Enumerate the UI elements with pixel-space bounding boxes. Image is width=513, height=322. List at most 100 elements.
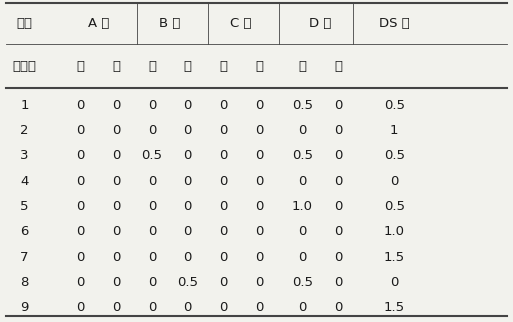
Text: 0: 0 (219, 276, 228, 289)
Text: B 类: B 类 (159, 17, 181, 30)
Text: 粗: 粗 (76, 60, 85, 73)
Text: 0: 0 (76, 124, 85, 137)
Text: 0.5: 0.5 (384, 149, 405, 162)
Text: 0: 0 (184, 301, 192, 314)
Text: 细: 细 (334, 60, 342, 73)
Text: 0: 0 (255, 251, 263, 264)
Text: 0: 0 (184, 251, 192, 264)
Text: 0: 0 (76, 99, 85, 112)
Text: 粗: 粗 (299, 60, 306, 73)
Text: C 类: C 类 (230, 17, 252, 30)
Text: 1: 1 (20, 99, 29, 112)
Text: 0: 0 (334, 301, 342, 314)
Text: 7: 7 (20, 251, 29, 264)
Text: 0: 0 (334, 175, 342, 188)
Text: 0: 0 (255, 276, 263, 289)
Text: 0: 0 (148, 225, 156, 238)
Text: 0: 0 (112, 124, 121, 137)
Text: 0.5: 0.5 (384, 200, 405, 213)
Text: 0: 0 (76, 225, 85, 238)
Text: 0: 0 (219, 225, 228, 238)
Text: 3: 3 (20, 149, 29, 162)
Text: 0.5: 0.5 (292, 149, 313, 162)
Text: 0: 0 (219, 251, 228, 264)
Text: 0: 0 (334, 99, 342, 112)
Text: 0: 0 (148, 175, 156, 188)
Text: 0: 0 (298, 175, 307, 188)
Text: 0.5: 0.5 (177, 276, 198, 289)
Text: 0: 0 (255, 175, 263, 188)
Text: 1.0: 1.0 (292, 200, 313, 213)
Text: 0: 0 (298, 124, 307, 137)
Text: 0: 0 (255, 99, 263, 112)
Text: 0: 0 (112, 99, 121, 112)
Text: 0: 0 (219, 301, 228, 314)
Text: 0: 0 (334, 124, 342, 137)
Text: D 类: D 类 (309, 17, 331, 30)
Text: 0: 0 (334, 149, 342, 162)
Text: 0: 0 (334, 276, 342, 289)
Text: 0: 0 (255, 149, 263, 162)
Text: 0: 0 (76, 301, 85, 314)
Text: 0.5: 0.5 (142, 149, 163, 162)
Text: 0: 0 (219, 149, 228, 162)
Text: 0: 0 (184, 124, 192, 137)
Text: 0: 0 (148, 99, 156, 112)
Text: 0: 0 (112, 276, 121, 289)
Text: 2: 2 (20, 124, 29, 137)
Text: 5: 5 (20, 200, 29, 213)
Text: 0: 0 (148, 301, 156, 314)
Text: 0: 0 (148, 251, 156, 264)
Text: 0.5: 0.5 (384, 99, 405, 112)
Text: 0: 0 (219, 175, 228, 188)
Text: 0.5: 0.5 (292, 99, 313, 112)
Text: 6: 6 (20, 225, 29, 238)
Text: 0: 0 (219, 99, 228, 112)
Text: 0: 0 (184, 99, 192, 112)
Text: 0: 0 (112, 225, 121, 238)
Text: 0: 0 (298, 225, 307, 238)
Text: 1.5: 1.5 (384, 301, 405, 314)
Text: 细: 细 (184, 60, 192, 73)
Text: 0: 0 (298, 251, 307, 264)
Text: 0: 0 (148, 276, 156, 289)
Text: 0: 0 (334, 200, 342, 213)
Text: 1.0: 1.0 (384, 225, 405, 238)
Text: 0: 0 (255, 200, 263, 213)
Text: 1.5: 1.5 (384, 251, 405, 264)
Text: 0: 0 (255, 301, 263, 314)
Text: 细: 细 (112, 60, 120, 73)
Text: 0: 0 (76, 276, 85, 289)
Text: 等级: 等级 (16, 17, 32, 30)
Text: 0.5: 0.5 (292, 276, 313, 289)
Text: 0: 0 (184, 149, 192, 162)
Text: 0: 0 (334, 251, 342, 264)
Text: 0: 0 (298, 301, 307, 314)
Text: 9: 9 (20, 301, 29, 314)
Text: DS 类: DS 类 (379, 17, 410, 30)
Text: 4: 4 (20, 175, 29, 188)
Text: 0: 0 (184, 200, 192, 213)
Text: 0: 0 (219, 124, 228, 137)
Text: 0: 0 (112, 301, 121, 314)
Text: A 类: A 类 (88, 17, 109, 30)
Text: 0: 0 (184, 225, 192, 238)
Text: 0: 0 (76, 251, 85, 264)
Text: 1: 1 (390, 124, 399, 137)
Text: 0: 0 (334, 225, 342, 238)
Text: 0: 0 (112, 200, 121, 213)
Text: 0: 0 (148, 124, 156, 137)
Text: 粗: 粗 (148, 60, 156, 73)
Text: 粗: 粗 (220, 60, 227, 73)
Text: 8: 8 (20, 276, 29, 289)
Text: 0: 0 (112, 251, 121, 264)
Text: 0: 0 (148, 200, 156, 213)
Text: 0: 0 (390, 175, 399, 188)
Text: 0: 0 (184, 175, 192, 188)
Text: 0: 0 (255, 225, 263, 238)
Text: 0: 0 (390, 276, 399, 289)
Text: 细: 细 (255, 60, 263, 73)
Text: 0: 0 (219, 200, 228, 213)
Text: 0: 0 (76, 149, 85, 162)
Text: 0: 0 (112, 149, 121, 162)
